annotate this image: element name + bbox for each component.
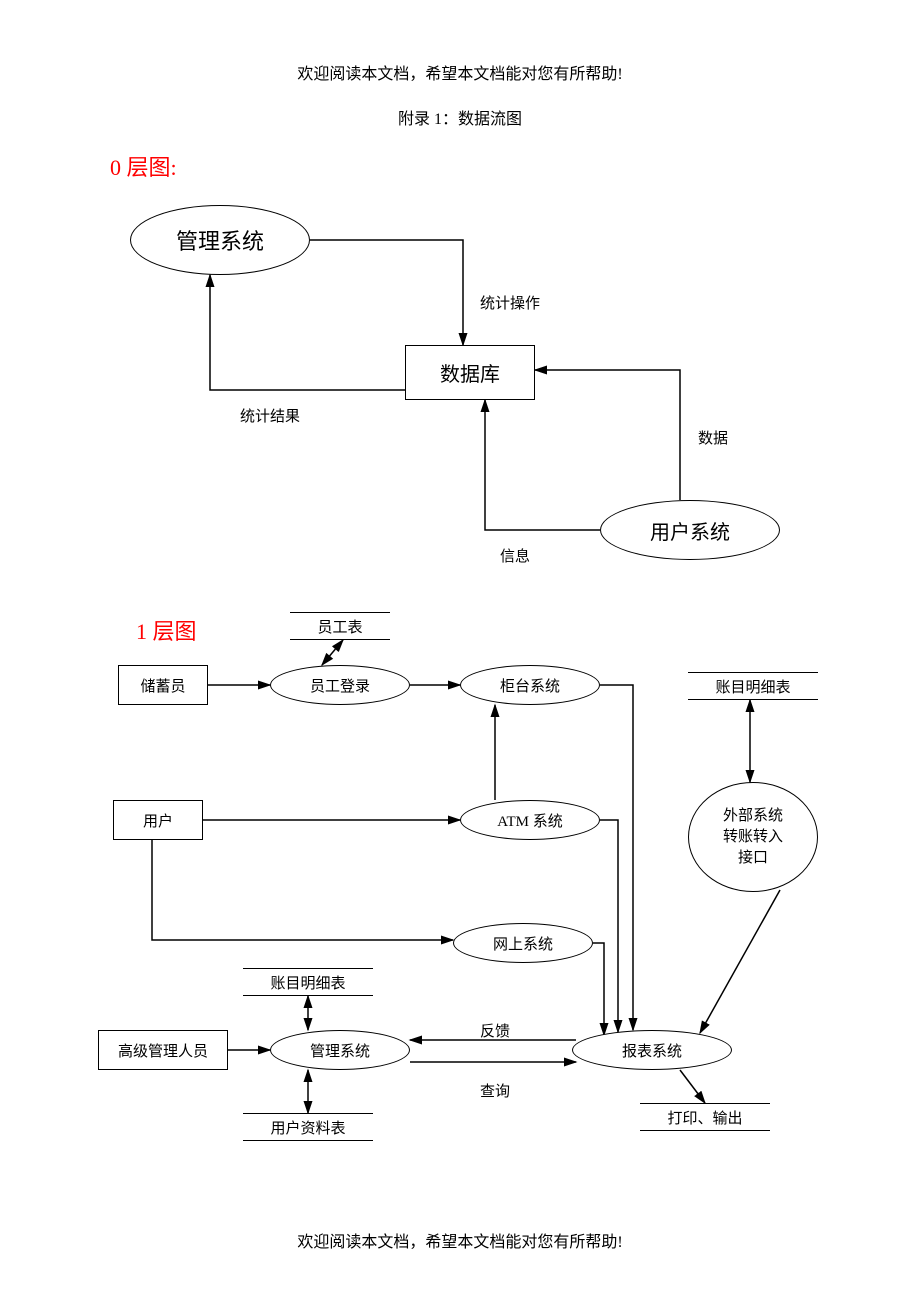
- d1-label-query: 查询: [480, 1080, 510, 1101]
- d1-node-saver: 储蓄员: [118, 665, 208, 705]
- d1-node-print: 打印、输出: [640, 1103, 770, 1131]
- d1-node-user: 用户: [113, 800, 203, 840]
- section-1: 1 层图: [136, 614, 197, 646]
- d0-edge-2: [535, 370, 680, 500]
- d1-edge-6: [152, 840, 453, 940]
- connectors: [0, 0, 920, 1302]
- section-0: 0 层图:: [110, 150, 177, 182]
- d1-node-ext: 外部系统转账转入接口: [688, 782, 818, 892]
- d1-node-admin: 高级管理人员: [98, 1030, 228, 1070]
- d1-node-acct_tbl2: 账目明细表: [243, 968, 373, 996]
- d0-label-stat_res: 统计结果: [240, 405, 300, 426]
- d0-label-stat_op: 统计操作: [480, 292, 540, 313]
- d0-label-info: 信息: [500, 545, 530, 566]
- d1-edge-7: [600, 685, 633, 1030]
- d0-node-user: 用户系统: [600, 500, 780, 560]
- title: 附录 1：数据流图: [0, 105, 920, 129]
- d1-label-feedback: 反馈: [480, 1020, 510, 1041]
- d0-node-mgmt: 管理系统: [130, 205, 310, 275]
- d1-edge-16: [680, 1070, 705, 1103]
- d1-node-counter: 柜台系统: [460, 665, 600, 705]
- d0-edge-0: [310, 240, 463, 345]
- page: 欢迎阅读本文档，希望本文档能对您有所帮助! 附录 1：数据流图 0 层图: 1 …: [0, 0, 920, 1302]
- header: 欢迎阅读本文档，希望本文档能对您有所帮助!: [0, 60, 920, 84]
- footer: 欢迎阅读本文档，希望本文档能对您有所帮助!: [0, 1228, 920, 1252]
- d0-node-db: 数据库: [405, 345, 535, 400]
- d1-node-report: 报表系统: [572, 1030, 732, 1070]
- d1-node-emp_tbl: 员工表: [290, 612, 390, 640]
- d0-edge-3: [485, 400, 600, 530]
- d1-node-acct_tbl1: 账目明细表: [688, 672, 818, 700]
- d1-edge-9: [593, 943, 604, 1035]
- d1-node-online: 网上系统: [453, 923, 593, 963]
- d1-node-mgmt: 管理系统: [270, 1030, 410, 1070]
- d1-edge-10: [700, 890, 780, 1033]
- d0-edge-1: [210, 275, 405, 390]
- d1-edge-0: [322, 640, 343, 665]
- d1-node-emp_login: 员工登录: [270, 665, 410, 705]
- d1-node-atm: ATM 系统: [460, 800, 600, 840]
- d0-label-data: 数据: [698, 427, 728, 448]
- d1-edge-8: [600, 820, 618, 1032]
- d1-node-user_tbl: 用户资料表: [243, 1113, 373, 1141]
